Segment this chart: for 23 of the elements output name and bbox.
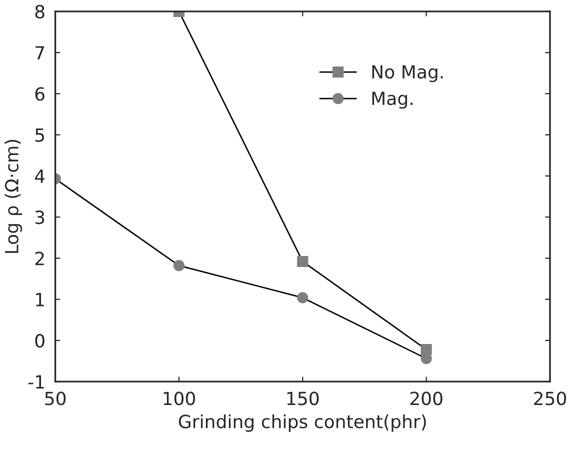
- x-tick-label: 200: [410, 392, 442, 406]
- point: [297, 256, 308, 268]
- x-tick-label: 50: [45, 392, 66, 406]
- y-tick-label: 6: [35, 87, 44, 101]
- point: [297, 292, 308, 304]
- point: [173, 260, 185, 272]
- y-tick-label: 5: [35, 128, 44, 142]
- y-axis-title: Log ρ (Ω·cm): [4, 140, 22, 253]
- y-tick-label: 4: [34, 170, 45, 183]
- legend-label: Mag.: [372, 92, 412, 109]
- legend-label: No Mag.: [372, 65, 443, 82]
- y-tick-label: 1: [36, 293, 44, 306]
- y-tick-label: 2: [35, 252, 44, 266]
- x-tick-label: 250: [534, 392, 566, 406]
- point: [420, 344, 432, 356]
- y-tick-label: 7: [36, 46, 44, 60]
- x-tick-label: 100: [164, 392, 195, 406]
- x-axis-title: Grinding chips content(phr): [178, 414, 426, 432]
- y-tick-label: 8: [35, 4, 44, 19]
- y-tick-label: 0: [35, 334, 44, 348]
- x-tick-label: 150: [287, 392, 319, 406]
- y-tick-label: 3: [35, 210, 44, 224]
- y-tick-label: -1: [28, 375, 44, 388]
